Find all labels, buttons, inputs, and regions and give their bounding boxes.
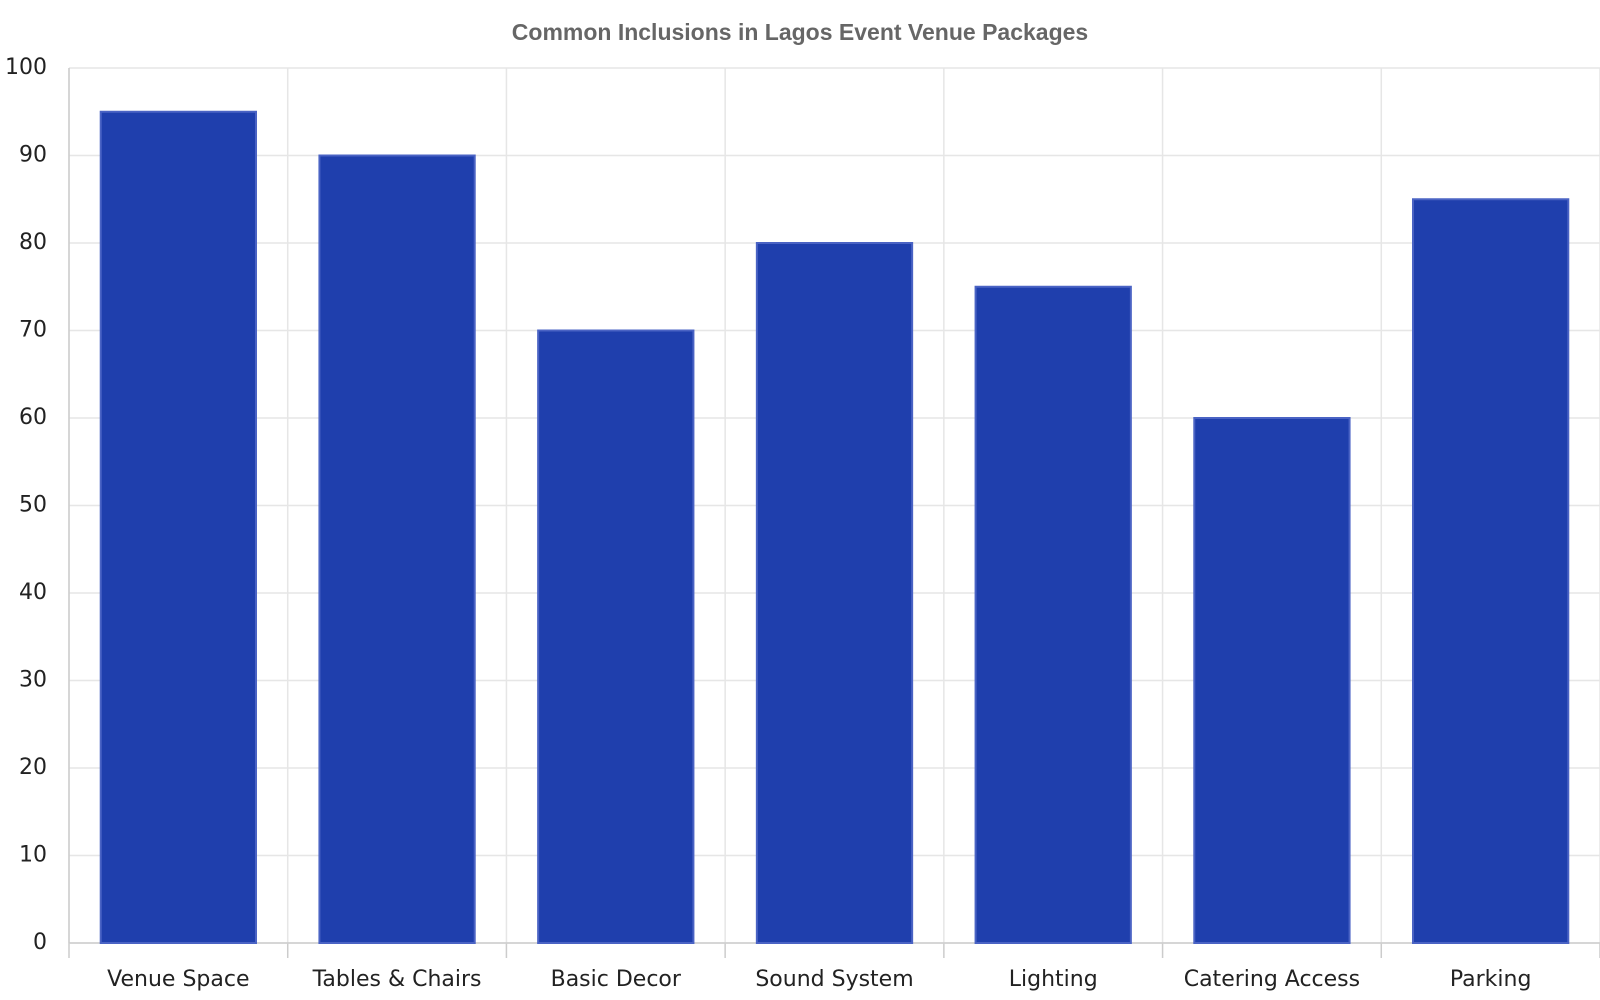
x-tick-label: Venue Space: [107, 967, 249, 992]
bar: [537, 329, 695, 944]
x-tick-label: Tables & Chairs: [312, 967, 482, 992]
bar: [755, 242, 914, 944]
x-tick-label: Parking: [1450, 967, 1532, 992]
y-tick-label: 80: [19, 230, 47, 255]
x-tick-label: Basic Decor: [551, 967, 682, 992]
y-tick-label: 40: [19, 580, 47, 605]
y-tick-label: 100: [5, 55, 47, 80]
y-tick-label: 90: [19, 143, 47, 168]
y-tick-label: 20: [19, 755, 47, 780]
y-tick-label: 0: [33, 930, 47, 955]
y-tick-label: 10: [19, 843, 47, 868]
x-tick-label: Sound System: [755, 967, 913, 992]
y-tick-label: 50: [19, 493, 47, 518]
x-tick-label: Lighting: [1009, 967, 1098, 992]
x-tick-label: Catering Access: [1184, 967, 1360, 992]
y-tick-label: 70: [19, 318, 47, 343]
bar: [1193, 417, 1351, 944]
chart-title: Common Inclusions in Lagos Event Venue P…: [512, 19, 1088, 45]
y-tick-label: 30: [19, 668, 47, 693]
bar: [99, 110, 258, 944]
bar: [318, 154, 476, 944]
y-tick-label: 60: [19, 405, 47, 430]
bar: [1411, 198, 1570, 944]
bar: [974, 285, 1132, 944]
